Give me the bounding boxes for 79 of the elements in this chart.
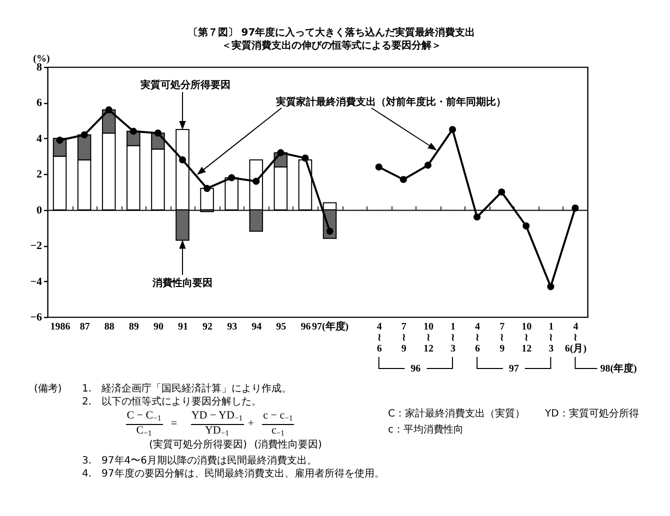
x-tick-label: 10 ≀ 12 bbox=[423, 322, 434, 354]
text: + bbox=[248, 418, 254, 430]
x-tick-label: 7 ≀ 9 bbox=[500, 322, 505, 354]
point bbox=[228, 174, 236, 182]
text: 98(年度) bbox=[600, 362, 637, 374]
y-tick-label: 4 bbox=[36, 132, 42, 145]
x-tick-label: 4 ≀ 6(月) bbox=[564, 322, 587, 354]
x-tick-label: 7 ≀ 9 bbox=[401, 322, 406, 354]
y-tick-label: −2 bbox=[30, 240, 42, 252]
x-tick-label: 89 bbox=[128, 322, 139, 332]
x-tick-label: 1 ≀ 3 bbox=[450, 322, 456, 354]
x-tick-label: 90 bbox=[153, 322, 164, 332]
text: (実質可処分所得要因) bbox=[149, 439, 247, 451]
point bbox=[424, 162, 432, 169]
y-tick-label: −4 bbox=[30, 276, 42, 288]
x-tick-label: 95 bbox=[276, 322, 286, 332]
x-tick-label: 96 bbox=[300, 322, 311, 332]
point bbox=[326, 228, 334, 235]
point bbox=[277, 149, 284, 156]
point bbox=[252, 178, 260, 185]
text: (消費性向要因) bbox=[254, 439, 322, 451]
x-tick-label: 91 bbox=[178, 322, 188, 332]
y-tick-label: 6 bbox=[36, 97, 42, 110]
x-tick-label: 94 bbox=[252, 322, 262, 332]
point bbox=[498, 188, 506, 196]
point bbox=[473, 213, 481, 221]
text: c$_{−1}$ bbox=[271, 424, 285, 438]
text: 3. 97年4〜6月期以降の消費は民間最終消費支出。 bbox=[82, 455, 317, 467]
y-tick-label: 0 bbox=[36, 204, 42, 216]
x-tick-label: 92 bbox=[202, 322, 213, 332]
x-tick-label: 87 bbox=[80, 322, 90, 332]
y-axis-title: (%) bbox=[33, 54, 50, 64]
text: c：平均消費性向 bbox=[388, 424, 464, 436]
point bbox=[572, 204, 579, 212]
point bbox=[400, 176, 407, 184]
text: c − c$_{−1}$ bbox=[263, 410, 293, 423]
x-tick-label: 4 ≀ 6 bbox=[376, 322, 382, 354]
bar bbox=[224, 177, 238, 210]
x-tick-label: 97(年度) bbox=[312, 320, 349, 332]
point bbox=[80, 131, 88, 138]
text: 97 bbox=[508, 364, 519, 374]
text: C：家計最終消費支出（実質） bbox=[388, 408, 525, 420]
text: 96 bbox=[410, 364, 421, 374]
text: 実質可処分所得要因 bbox=[140, 79, 230, 91]
point bbox=[105, 106, 112, 114]
point bbox=[178, 156, 186, 164]
x-tick-label: 1986 bbox=[50, 322, 70, 332]
text: 2. 以下の恒等式により要因分解した。 bbox=[82, 396, 262, 408]
x-tick-label: 93 bbox=[227, 322, 238, 332]
text: YD：実質可処分所得 bbox=[545, 408, 639, 420]
point bbox=[56, 136, 64, 144]
point bbox=[154, 130, 162, 137]
text: YD$_{−1}$ bbox=[204, 424, 230, 438]
text: = bbox=[170, 418, 178, 430]
point bbox=[522, 222, 530, 230]
chart-subtitle: ＜実質消費支出の伸びの恒等式による要因分解＞ bbox=[222, 40, 442, 52]
point bbox=[375, 163, 382, 171]
x-tick-label: 4 ≀ 6 bbox=[475, 322, 480, 354]
text: 1. 経済企画庁「国民経済計算」により作成。 bbox=[82, 383, 292, 395]
y-tick-label: 2 bbox=[36, 168, 42, 181]
bar bbox=[200, 188, 214, 210]
x-tick-label: 88 bbox=[104, 322, 114, 332]
text: C − C$_{−1}$ bbox=[126, 410, 162, 423]
text: C$_{−1}$ bbox=[136, 424, 152, 438]
text: 実質家計最終消費支出（対前年度比・前年同期比） bbox=[275, 96, 506, 108]
point bbox=[203, 184, 211, 192]
y-tick-label: 8 bbox=[36, 62, 42, 74]
point bbox=[130, 128, 137, 135]
chart-title: 〔第７図〕 97年度に入って大きく落ち込んだ実質最終消費支出 bbox=[188, 26, 476, 38]
text: 4. 97年度の要因分解は、民間最終消費支出、雇用者所得を使用。 bbox=[82, 468, 384, 480]
x-tick-label: 1 ≀ 3 bbox=[548, 322, 554, 354]
text: 消費性向要因 bbox=[152, 277, 212, 289]
point bbox=[547, 283, 554, 290]
point bbox=[448, 126, 456, 134]
text: YD − YD$_{−1}$ bbox=[191, 410, 243, 423]
point bbox=[302, 154, 309, 162]
x-tick-label: 10 ≀ 12 bbox=[522, 322, 532, 354]
text: (備考) bbox=[34, 383, 62, 395]
y-tick-label: −6 bbox=[30, 312, 42, 324]
